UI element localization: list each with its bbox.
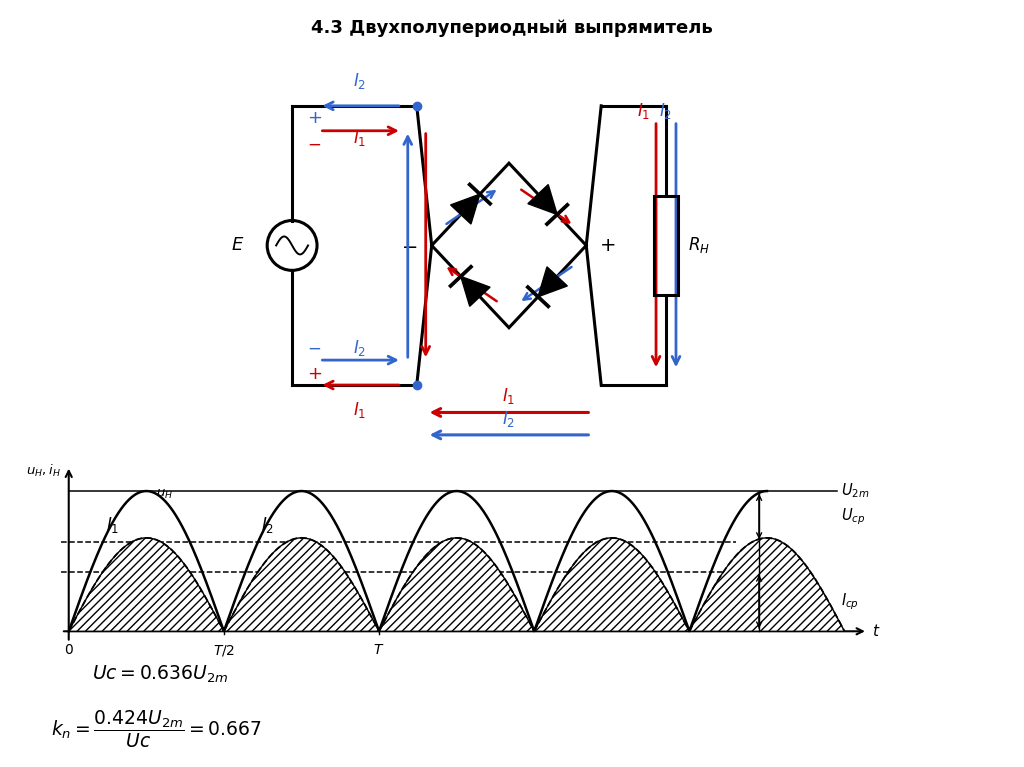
Text: $I_2$: $I_2$ [353,71,366,91]
Text: $k_n = \dfrac{0.424U_{2m}}{Uc} = 0.667$: $k_n = \dfrac{0.424U_{2m}}{Uc} = 0.667$ [51,709,262,749]
Text: $u_H, i_H$: $u_H, i_H$ [26,463,61,479]
Text: $-$: $-$ [307,134,322,152]
Polygon shape [528,185,557,215]
Text: $I_2$: $I_2$ [353,337,366,357]
Text: $I_2$: $I_2$ [659,101,673,121]
Text: $-$: $-$ [401,236,418,255]
Text: $U_{cp}$: $U_{cp}$ [842,506,865,527]
Text: $E$: $E$ [230,236,244,255]
Text: $u_H$: $u_H$ [157,488,173,501]
Polygon shape [689,538,845,631]
Text: $R_H$: $R_H$ [688,235,711,255]
Text: $I_1$: $I_1$ [352,128,366,148]
Text: $I_2$: $I_2$ [503,409,515,429]
Polygon shape [69,538,224,631]
Text: 0: 0 [65,643,73,657]
Text: $T$: $T$ [374,643,385,657]
Polygon shape [451,194,480,224]
Text: 4.3 Двухполупериодный выпрямитель: 4.3 Двухполупериодный выпрямитель [311,19,713,37]
Polygon shape [461,276,490,306]
Text: $t$: $t$ [872,624,881,639]
Text: $+$: $+$ [307,365,323,383]
Polygon shape [379,538,535,631]
Text: $I_1$: $I_1$ [503,387,516,407]
Polygon shape [535,538,689,631]
Text: $-$: $-$ [307,339,322,357]
Polygon shape [538,267,567,297]
Text: $I_2$: $I_2$ [261,515,273,535]
Text: $I_1$: $I_1$ [637,101,650,121]
Text: $+$: $+$ [307,110,323,127]
Text: $I_1$: $I_1$ [105,515,119,535]
Text: $U_{2m}$: $U_{2m}$ [842,482,869,500]
Text: $T/2$: $T/2$ [213,643,234,657]
Text: $+$: $+$ [599,236,615,255]
Polygon shape [224,538,379,631]
Text: $I_{cp}$: $I_{cp}$ [842,591,859,612]
Text: $Uc = 0.636U_{2m}$: $Uc = 0.636U_{2m}$ [92,663,228,685]
Text: $I_1$: $I_1$ [352,400,366,420]
